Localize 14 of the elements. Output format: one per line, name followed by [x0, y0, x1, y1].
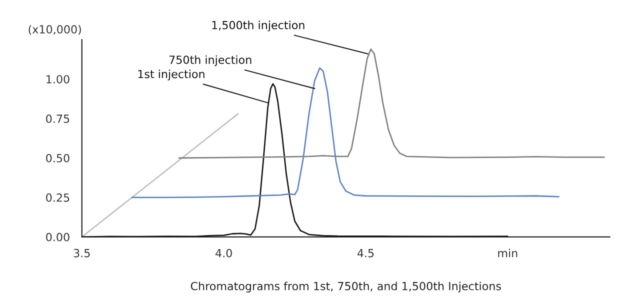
y-tick-label: 0.50	[46, 154, 70, 162]
annotation: 750th injection	[169, 55, 252, 66]
x-tick-label: 3.5	[74, 248, 90, 258]
x-tick-label: min	[498, 248, 518, 258]
y-axis-title: (x10,000)	[28, 24, 81, 35]
x-tick-label: 4.0	[216, 248, 232, 258]
annotation: 1st injection	[138, 70, 204, 80]
y-tick-label: 0.25	[46, 193, 70, 202]
y-tick-label: 0.00	[46, 232, 70, 242]
annotation: 1,500th injection	[212, 20, 304, 32]
y-tick-label: 0.75	[46, 114, 70, 123]
x-axis-title: Chromatograms from 1st, 750th, and 1,500th Injections	[190, 282, 501, 292]
x-tick-label: 4.5	[357, 249, 374, 258]
y-tick-label: 1.00	[46, 75, 70, 84]
